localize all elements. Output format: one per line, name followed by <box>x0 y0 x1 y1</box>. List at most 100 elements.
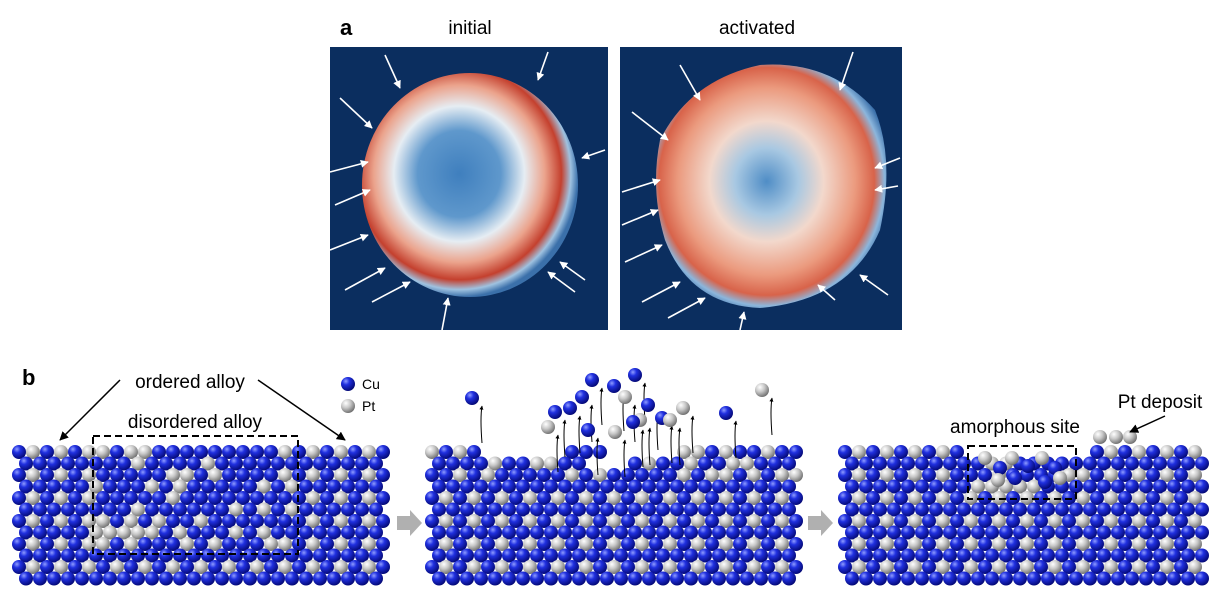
cu-atom <box>901 572 915 586</box>
cu-atom <box>1083 572 1097 586</box>
cu-atom <box>299 572 313 586</box>
cu-atom <box>145 572 159 586</box>
cu-atom <box>859 572 873 586</box>
cu-atom <box>985 572 999 586</box>
cu-atom <box>548 405 562 419</box>
cu-atom <box>1181 572 1195 586</box>
cu-atom <box>1069 572 1083 586</box>
cu-atom <box>993 461 1007 475</box>
cu-atom <box>873 572 887 586</box>
pt-atom <box>663 413 677 427</box>
cu-atom <box>47 572 61 586</box>
cu-atom <box>614 572 628 586</box>
cu-atom <box>1111 572 1125 586</box>
figure: a initial activated b ordered alloy diso… <box>0 0 1212 589</box>
cu-atom <box>1097 572 1111 586</box>
cu-atom <box>465 391 479 405</box>
cu-atom <box>243 572 257 586</box>
trajectory <box>557 435 558 472</box>
cu-atom <box>530 572 544 586</box>
cu-atom <box>642 572 656 586</box>
pt-atom <box>755 383 769 397</box>
cu-atom <box>257 572 271 586</box>
cu-atom <box>719 406 733 420</box>
trajectory <box>601 388 602 425</box>
cu-atom <box>581 423 595 437</box>
panel-label: b <box>22 365 35 390</box>
cu-atom <box>1008 471 1022 485</box>
cu-atom <box>271 572 285 586</box>
cu-atom <box>915 572 929 586</box>
step-arrow <box>808 510 833 536</box>
cu-atom <box>1013 572 1027 586</box>
cu-atom <box>670 572 684 586</box>
pointer <box>60 380 120 440</box>
cu-atom <box>607 379 621 393</box>
trajectory <box>564 420 565 457</box>
pt-atom <box>618 390 632 404</box>
cu-atom <box>641 398 655 412</box>
cu-atom <box>446 572 460 586</box>
cu-atom <box>229 572 243 586</box>
cu-atom <box>971 572 985 586</box>
cu-atom <box>1153 572 1167 586</box>
cu-atom <box>460 572 474 586</box>
cu-atom <box>586 572 600 586</box>
atoms <box>12 368 1209 586</box>
trajectory <box>771 398 772 435</box>
cu-atom <box>957 572 971 586</box>
trajectory <box>649 428 650 465</box>
cu-atom <box>887 572 901 586</box>
cu-atom <box>563 401 577 415</box>
label: ordered alloy <box>135 372 245 393</box>
trajectory <box>591 405 592 442</box>
cu-atom <box>1167 572 1181 586</box>
cu-atom <box>684 572 698 586</box>
cu-atom <box>1038 475 1052 489</box>
cu-atom <box>285 572 299 586</box>
trajectory <box>624 440 625 477</box>
cu-atom <box>516 572 530 586</box>
legend-label: Pt <box>362 398 375 414</box>
cu-atom <box>754 572 768 586</box>
cu-atom <box>355 572 369 586</box>
pt-atom <box>1035 451 1049 465</box>
cu-atom <box>215 572 229 586</box>
cu-atom <box>33 572 47 586</box>
cu-atom <box>929 572 943 586</box>
cu-atom <box>1125 572 1139 586</box>
pt-atom <box>1123 430 1137 444</box>
cu-atom <box>656 572 670 586</box>
caption: activated <box>719 18 795 39</box>
cu-atom <box>999 572 1013 586</box>
cu-atom <box>544 572 558 586</box>
cu-atom <box>600 572 614 586</box>
cu-atom <box>585 373 599 387</box>
cu-atom <box>502 572 516 586</box>
cu-atom <box>117 572 131 586</box>
pt-atom <box>1053 471 1067 485</box>
cu-atom <box>698 572 712 586</box>
pt-atom <box>1109 430 1123 444</box>
panel-label: a <box>340 15 353 40</box>
cu-atom <box>488 572 502 586</box>
trajectory <box>671 426 672 463</box>
cu-atom <box>726 572 740 586</box>
cu-atom <box>572 572 586 586</box>
label: disordered alloy <box>128 412 263 433</box>
cu-atom <box>369 572 383 586</box>
caption: initial <box>448 18 491 39</box>
particle-map <box>362 73 578 297</box>
legend-ball <box>341 399 355 413</box>
cu-atom <box>474 572 488 586</box>
step-arrow <box>397 510 422 536</box>
pointer <box>1130 416 1165 432</box>
cu-atom <box>341 572 355 586</box>
cu-atom <box>201 572 215 586</box>
cu-atom <box>626 415 640 429</box>
cu-atom <box>1139 572 1153 586</box>
cu-atom <box>1195 572 1209 586</box>
pt-atom <box>676 401 690 415</box>
pt-atom <box>608 425 622 439</box>
cu-atom <box>1021 459 1035 473</box>
